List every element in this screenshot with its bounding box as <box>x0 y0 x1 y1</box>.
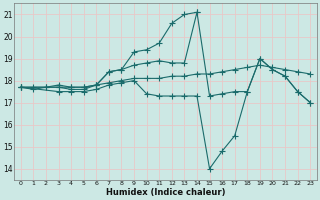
X-axis label: Humidex (Indice chaleur): Humidex (Indice chaleur) <box>106 188 225 197</box>
